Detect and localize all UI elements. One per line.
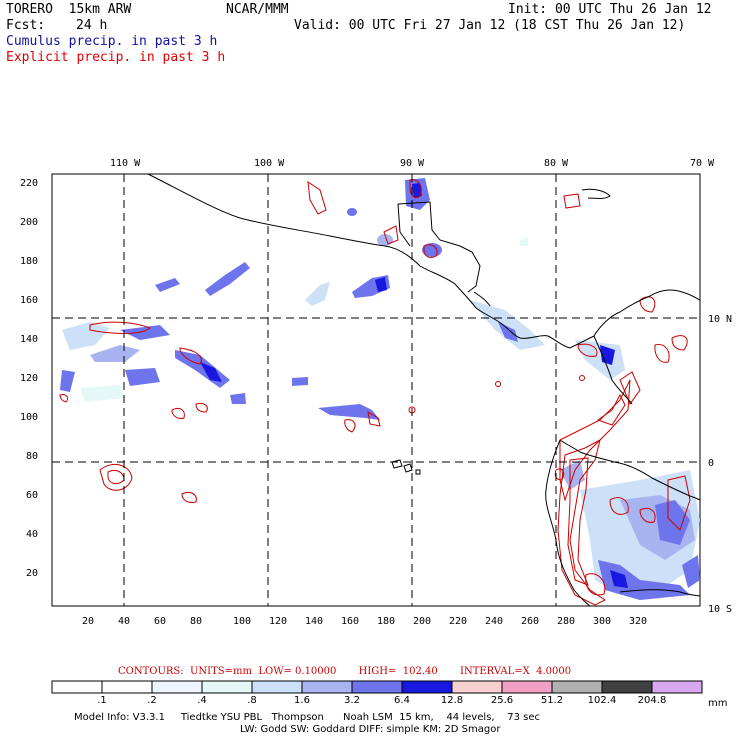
colorbar-swatch — [251, 680, 303, 694]
x-tick: 280 — [557, 616, 575, 627]
lat-label-10s: 10 S — [708, 604, 732, 615]
y-tick: 40 — [26, 529, 38, 540]
x-tick: 240 — [485, 616, 503, 627]
y-axis: 20 40 60 80 100 120 140 160 180 200 220 — [20, 178, 38, 579]
y-tick: 120 — [20, 373, 38, 384]
coastlines — [147, 173, 701, 607]
lon-label-110w: 110 W — [110, 158, 141, 169]
lat-label-0: 0 — [708, 458, 714, 469]
colorbar-label: 1.6 — [294, 695, 310, 706]
x-tick: 80 — [190, 616, 202, 627]
y-tick: 100 — [20, 412, 38, 423]
lat-lon-grid — [52, 174, 700, 606]
colorbar-swatch — [551, 680, 603, 694]
field-explicit-title: Explicit precip. in past 3 h — [6, 50, 226, 65]
colorbar-swatch — [201, 680, 253, 694]
x-tick: 40 — [118, 616, 130, 627]
y-tick: 60 — [26, 490, 38, 501]
lat-label-10n: 10 N — [708, 314, 732, 325]
x-tick: 260 — [521, 616, 539, 627]
explicit-precip-contours — [59, 179, 691, 606]
x-tick: 100 — [233, 616, 251, 627]
colorbar-unit: mm — [708, 698, 728, 709]
model-info-line2: LW: Godd SW: Goddard DIFF: simple KM: 2D… — [240, 724, 501, 735]
x-tick: 60 — [154, 616, 166, 627]
lon-label-70w: 70 W — [690, 158, 715, 169]
colorbar-label: .8 — [247, 695, 257, 706]
colorbar-label: 6.4 — [394, 695, 410, 706]
lon-label-90w: 90 W — [400, 158, 425, 169]
colorbar-swatch — [151, 680, 203, 694]
init-time: Init: 00 UTC Thu 26 Jan 12 — [508, 2, 712, 17]
colorbar-label: 204.8 — [637, 695, 667, 706]
y-tick: 160 — [20, 295, 38, 306]
model-info-line1: Model Info: V3.3.1 Tiedtke YSU PBL Thomp… — [74, 712, 540, 723]
colorbar-swatch — [651, 680, 703, 694]
colorbar-label: .2 — [147, 695, 157, 706]
colorbar-label: 3.2 — [344, 695, 360, 706]
colorbar-swatch — [401, 680, 453, 694]
colorbar-label: 102.4 — [587, 695, 617, 706]
x-tick: 300 — [593, 616, 611, 627]
x-axis: 20 40 60 80 100 120 140 160 180 200 220 … — [82, 616, 647, 627]
x-tick: 180 — [377, 616, 395, 627]
x-tick: 160 — [341, 616, 359, 627]
colorbar-label: 51.2 — [540, 695, 564, 706]
y-tick: 80 — [26, 451, 38, 462]
field-cumulus-title: Cumulus precip. in past 3 h — [6, 34, 218, 49]
lon-label-80w: 80 W — [544, 158, 569, 169]
colorbar-label: .4 — [197, 695, 207, 706]
colorbar-swatch — [101, 680, 153, 694]
colorbar-label: 12.8 — [440, 695, 464, 706]
y-tick: 20 — [26, 568, 38, 579]
x-tick: 200 — [413, 616, 431, 627]
forecast-hours: 24 h — [76, 18, 108, 33]
y-tick: 200 — [20, 217, 38, 228]
x-tick: 320 — [629, 616, 647, 627]
colorbar-label: .1 — [97, 695, 107, 706]
colorbar — [51, 680, 703, 694]
model-title: TORERO 15km ARW — [6, 2, 132, 17]
colorbar-swatch — [351, 680, 403, 694]
x-tick: 20 — [82, 616, 94, 627]
y-tick: 140 — [20, 334, 38, 345]
lon-label-100w: 100 W — [254, 158, 285, 169]
x-tick: 220 — [449, 616, 467, 627]
colorbar-swatch — [501, 680, 553, 694]
x-tick: 120 — [269, 616, 287, 627]
colorbar-label: 25.6 — [490, 695, 514, 706]
valid-time: Valid: 00 UTC Fri 27 Jan 12 (18 CST Thu … — [294, 18, 686, 33]
colorbar-swatch — [451, 680, 503, 694]
colorbar-swatch — [301, 680, 353, 694]
center-name: NCAR/MMM — [226, 2, 289, 17]
colorbar-swatch — [51, 680, 103, 694]
y-tick: 180 — [20, 256, 38, 267]
forecast-label: Fcst: — [6, 18, 46, 33]
colorbar-swatch — [601, 680, 653, 694]
x-tick: 140 — [305, 616, 323, 627]
y-tick: 220 — [20, 178, 38, 189]
contour-caption: CONTOURS: UNITS=mm LOW= 0.10000 HIGH= 10… — [118, 666, 572, 677]
